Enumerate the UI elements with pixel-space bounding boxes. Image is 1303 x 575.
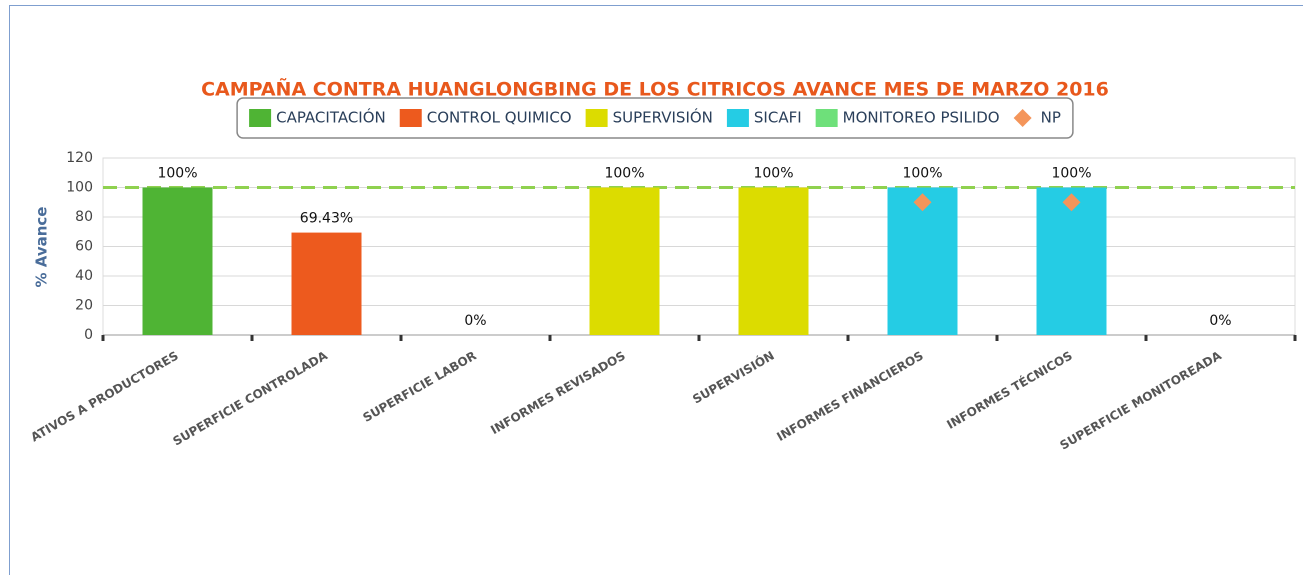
x-tick-label: SUPERVISIÓN	[690, 348, 777, 407]
bar	[142, 187, 213, 335]
y-tick-label: 100	[66, 180, 93, 196]
value-label: 100%	[753, 166, 793, 182]
legend-label: CONTROL QUIMICO	[427, 109, 572, 127]
value-label: 100%	[157, 166, 197, 182]
bar	[291, 232, 362, 335]
y-tick-label: 80	[75, 209, 93, 225]
legend-box	[236, 97, 1074, 139]
value-label: 0%	[464, 313, 486, 329]
x-tick-label: SUPERFICIE CONTROLADA	[171, 348, 331, 448]
value-label: 69.43%	[300, 211, 353, 227]
marker	[1062, 193, 1081, 212]
value-label: 100%	[902, 166, 942, 182]
x-tick-label: INFORMES TÉCNICOS	[944, 348, 1075, 432]
legend: CAPACITACIÓN CONTROL QUIMICO SUPERVISIÓN SI…	[236, 97, 1074, 139]
chart-title: CAMPAÑA CONTRA HUANGLONGBING DE LOS CITR…	[201, 77, 1109, 101]
legend-symbol	[1013, 109, 1032, 127]
y-axis-label: % Avance	[33, 207, 51, 288]
bar	[1036, 187, 1107, 335]
bar	[738, 187, 809, 335]
x-tick-label: SUPERFICIE MONITOREADA	[1057, 348, 1224, 452]
frame	[9, 5, 1303, 575]
x-tick-label: INFORMES FINANCIEROS	[774, 349, 925, 444]
y-tick-label: 0	[84, 327, 93, 343]
legend-label: CAPACITACIÓN	[276, 108, 386, 127]
y-tick-label: 40	[75, 268, 93, 284]
x-tick-label: ATIVOS A PRODUCTORES	[28, 349, 180, 445]
legend-symbol	[585, 109, 608, 127]
legend-label: SICAFI	[754, 109, 802, 127]
value-label: 100%	[1051, 166, 1091, 182]
legend-label: SUPERVISIÓN	[613, 108, 713, 127]
bar	[589, 187, 660, 335]
legend-symbol	[815, 109, 838, 127]
legend-symbol	[726, 109, 749, 127]
legend-label: NP	[1041, 109, 1061, 127]
bar	[887, 187, 958, 335]
marker	[913, 193, 932, 212]
legend-label: MONITOREO PSILIDO	[843, 109, 1000, 127]
value-label: 100%	[604, 166, 644, 182]
y-tick-label: 20	[75, 298, 93, 314]
y-tick-label: 60	[75, 239, 93, 255]
x-tick-label: INFORMES REVISADOS	[488, 349, 628, 438]
y-tick-label: 120	[66, 150, 93, 166]
legend-symbol	[249, 109, 272, 127]
x-tick-label: SUPERFICIE LABOR	[361, 349, 479, 425]
legend-symbol	[399, 109, 422, 127]
value-label: 0%	[1209, 313, 1231, 329]
